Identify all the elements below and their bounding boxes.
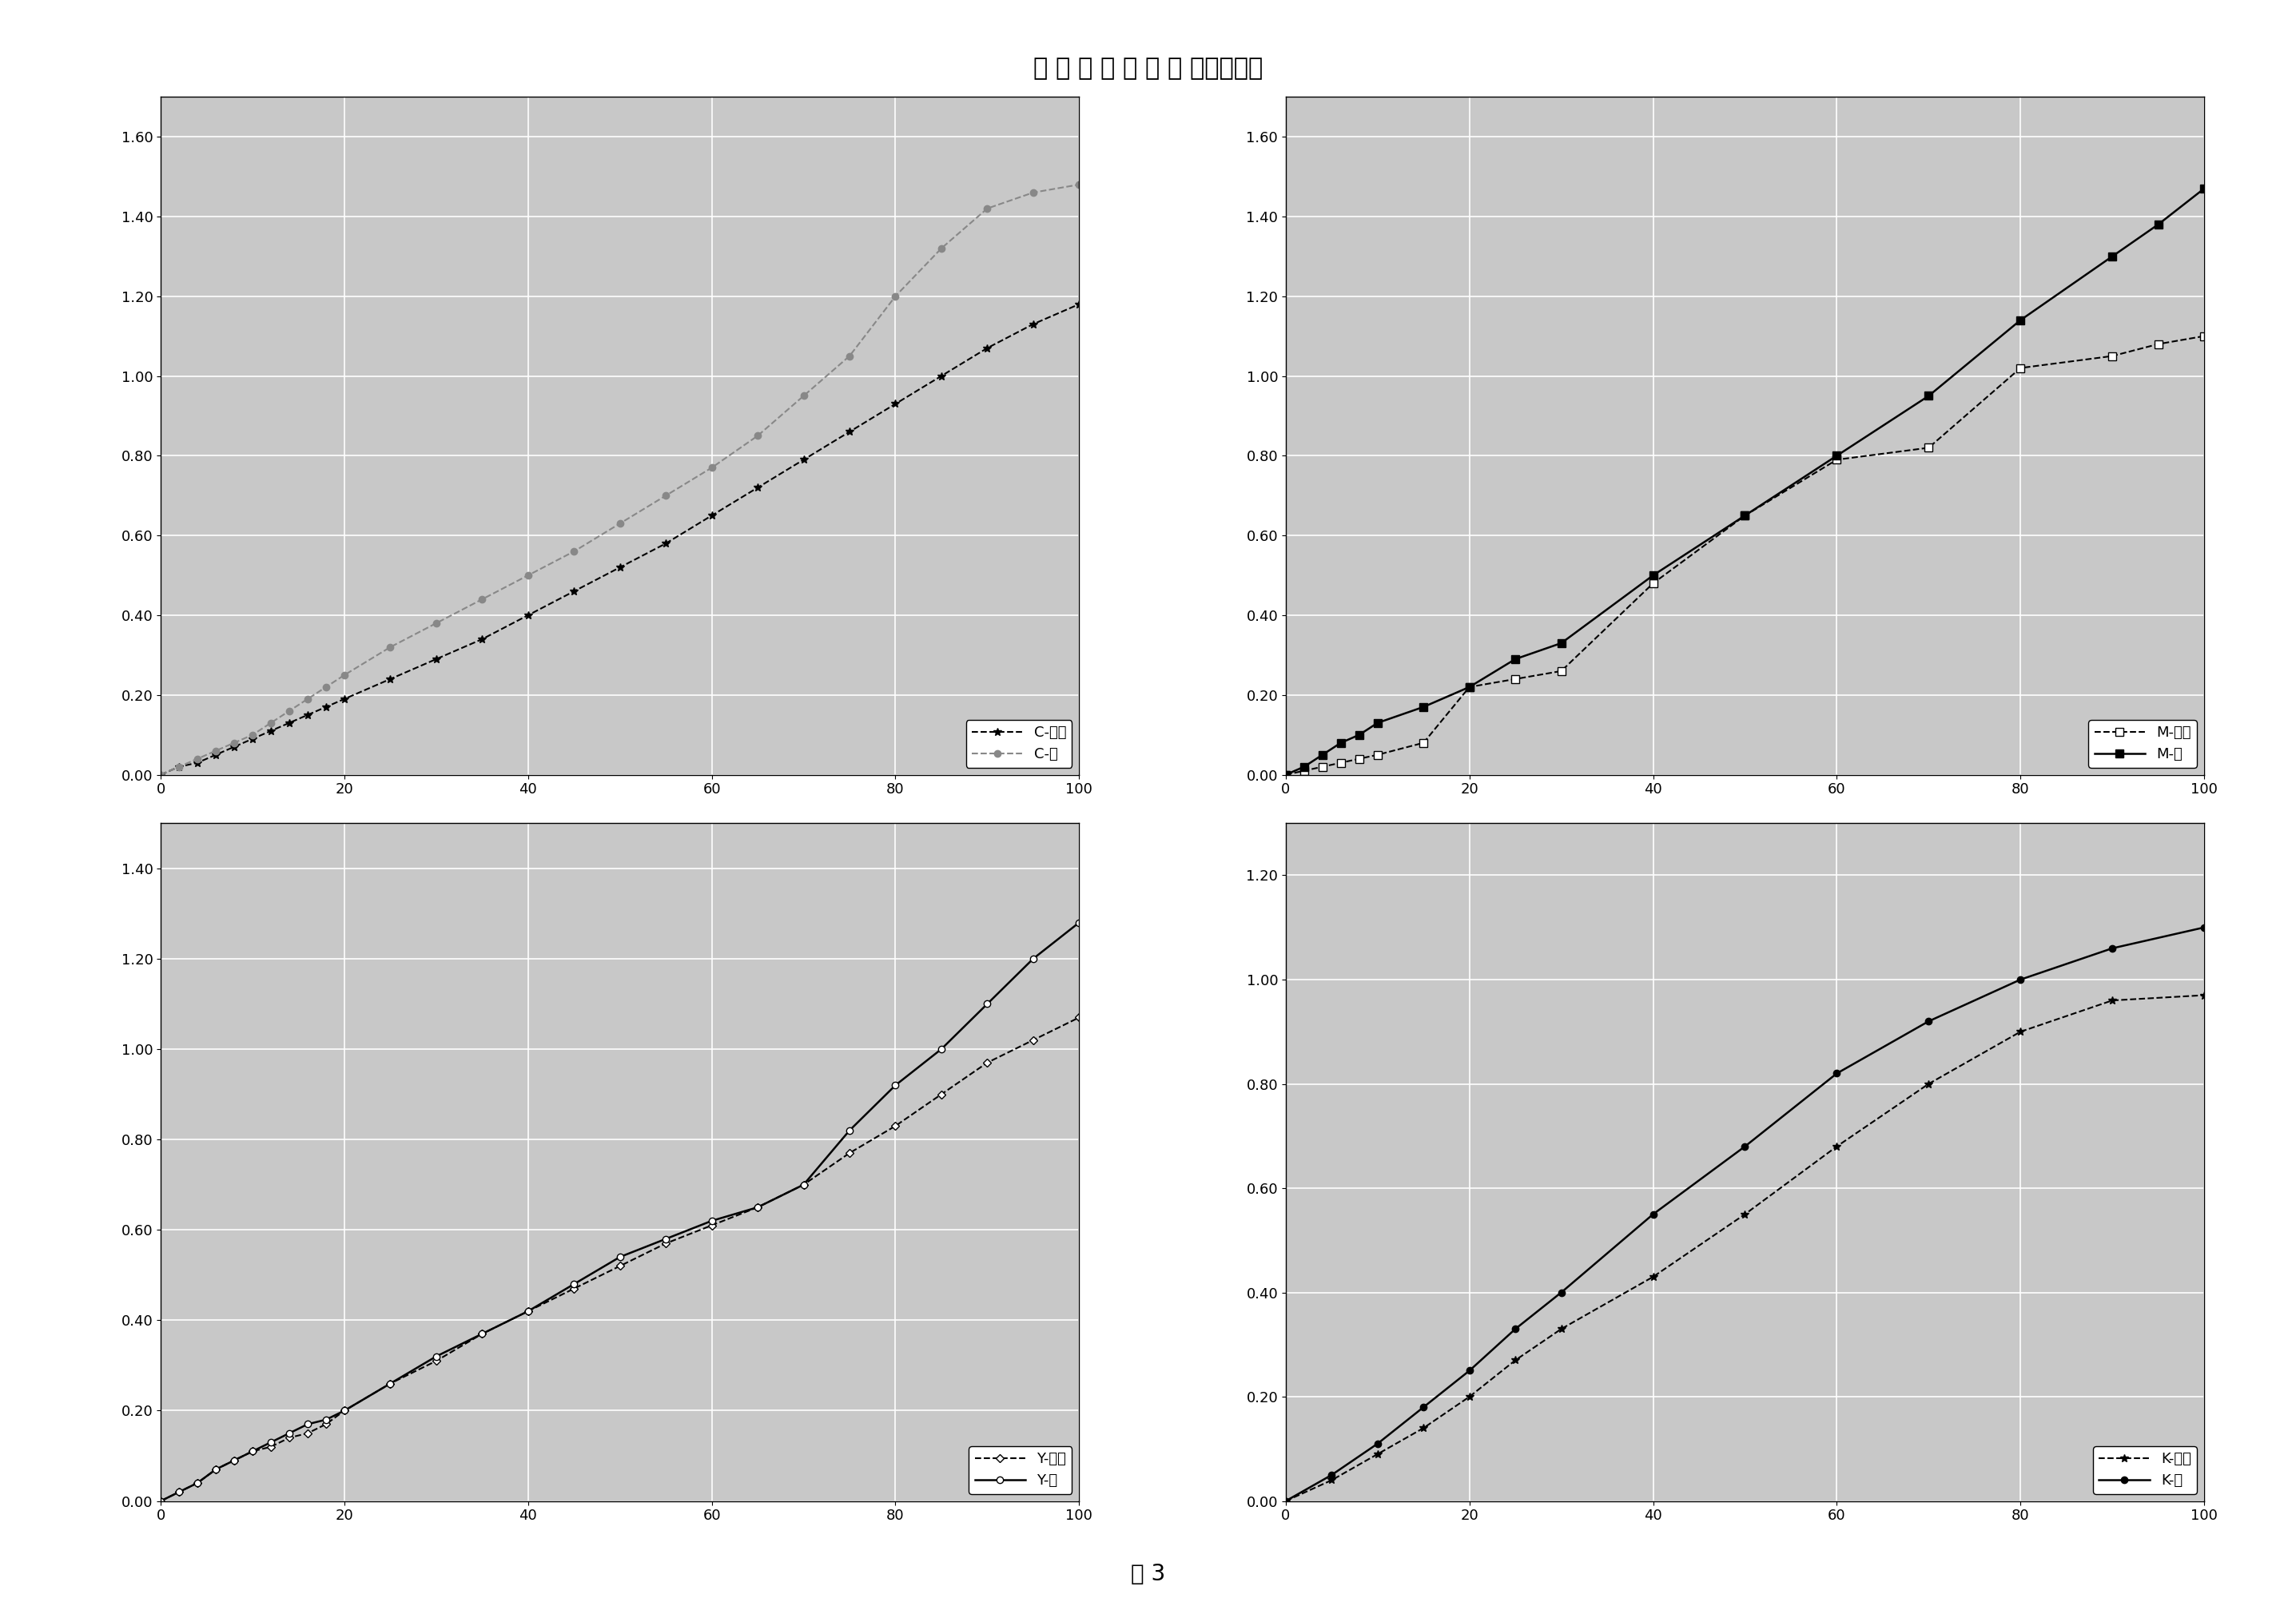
Legend: C-未涂, C-涂: C-未涂, C-涂 xyxy=(967,720,1072,768)
Text: 图 3: 图 3 xyxy=(1130,1562,1166,1585)
Text: 皮 纹 纸 的 阶 调 范 围（密度）: 皮 纹 纸 的 阶 调 范 围（密度） xyxy=(1033,56,1263,79)
Legend: K-未涂, K-涂: K-未涂, K-涂 xyxy=(2094,1446,2197,1495)
Legend: M-未涂, M-涂: M-未涂, M-涂 xyxy=(2089,720,2197,768)
Legend: Y-未涂, Y-涂: Y-未涂, Y-涂 xyxy=(969,1446,1072,1495)
